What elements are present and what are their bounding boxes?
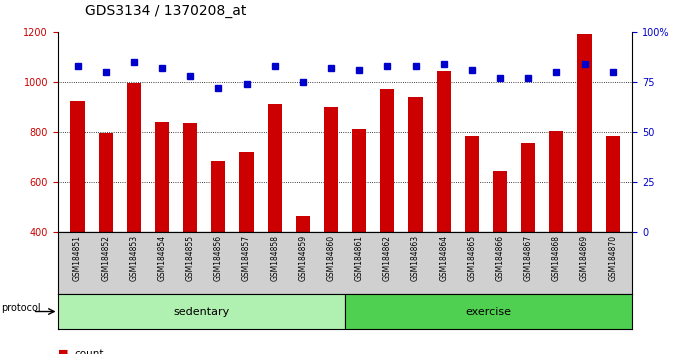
Text: GSM184868: GSM184868 [552,235,561,281]
Bar [380,89,394,232]
Text: GSM184870: GSM184870 [608,235,617,281]
Text: GSM184861: GSM184861 [355,235,364,281]
Text: GSM184851: GSM184851 [73,235,82,281]
Bar [71,101,84,232]
Bar [606,136,619,232]
Bar [183,123,197,232]
Bar [268,104,282,232]
Text: GSM184852: GSM184852 [101,235,110,281]
Bar [296,216,310,232]
Bar [324,107,338,232]
Bar [549,131,564,232]
Bar [99,133,113,232]
Text: GSM184865: GSM184865 [467,235,477,281]
Bar [437,70,451,232]
Bar [409,97,422,232]
Bar [211,161,225,232]
Text: GSM184857: GSM184857 [242,235,251,281]
Bar [126,83,141,232]
Bar [493,171,507,232]
Bar [239,152,254,232]
Text: GSM184859: GSM184859 [299,235,307,281]
Bar [577,34,592,232]
Text: exercise: exercise [466,307,512,316]
Text: GSM184869: GSM184869 [580,235,589,281]
Text: ■: ■ [58,349,68,354]
Text: GSM184853: GSM184853 [129,235,138,281]
Text: sedentary: sedentary [173,307,230,316]
Text: GSM184867: GSM184867 [524,235,532,281]
Text: GSM184864: GSM184864 [439,235,448,281]
Text: GSM184858: GSM184858 [270,235,279,281]
Bar [155,122,169,232]
Bar [465,136,479,232]
Bar [521,143,535,232]
Bar [58,294,345,329]
Text: count: count [75,349,104,354]
Text: GSM184856: GSM184856 [214,235,223,281]
Text: GDS3134 / 1370208_at: GDS3134 / 1370208_at [85,4,246,18]
Bar [345,294,632,329]
Text: GSM184863: GSM184863 [411,235,420,281]
Text: GSM184862: GSM184862 [383,235,392,281]
Text: GSM184855: GSM184855 [186,235,194,281]
Text: GSM184866: GSM184866 [496,235,505,281]
Bar [352,129,367,232]
Text: GSM184854: GSM184854 [158,235,167,281]
Text: protocol: protocol [1,303,41,313]
Text: GSM184860: GSM184860 [326,235,335,281]
